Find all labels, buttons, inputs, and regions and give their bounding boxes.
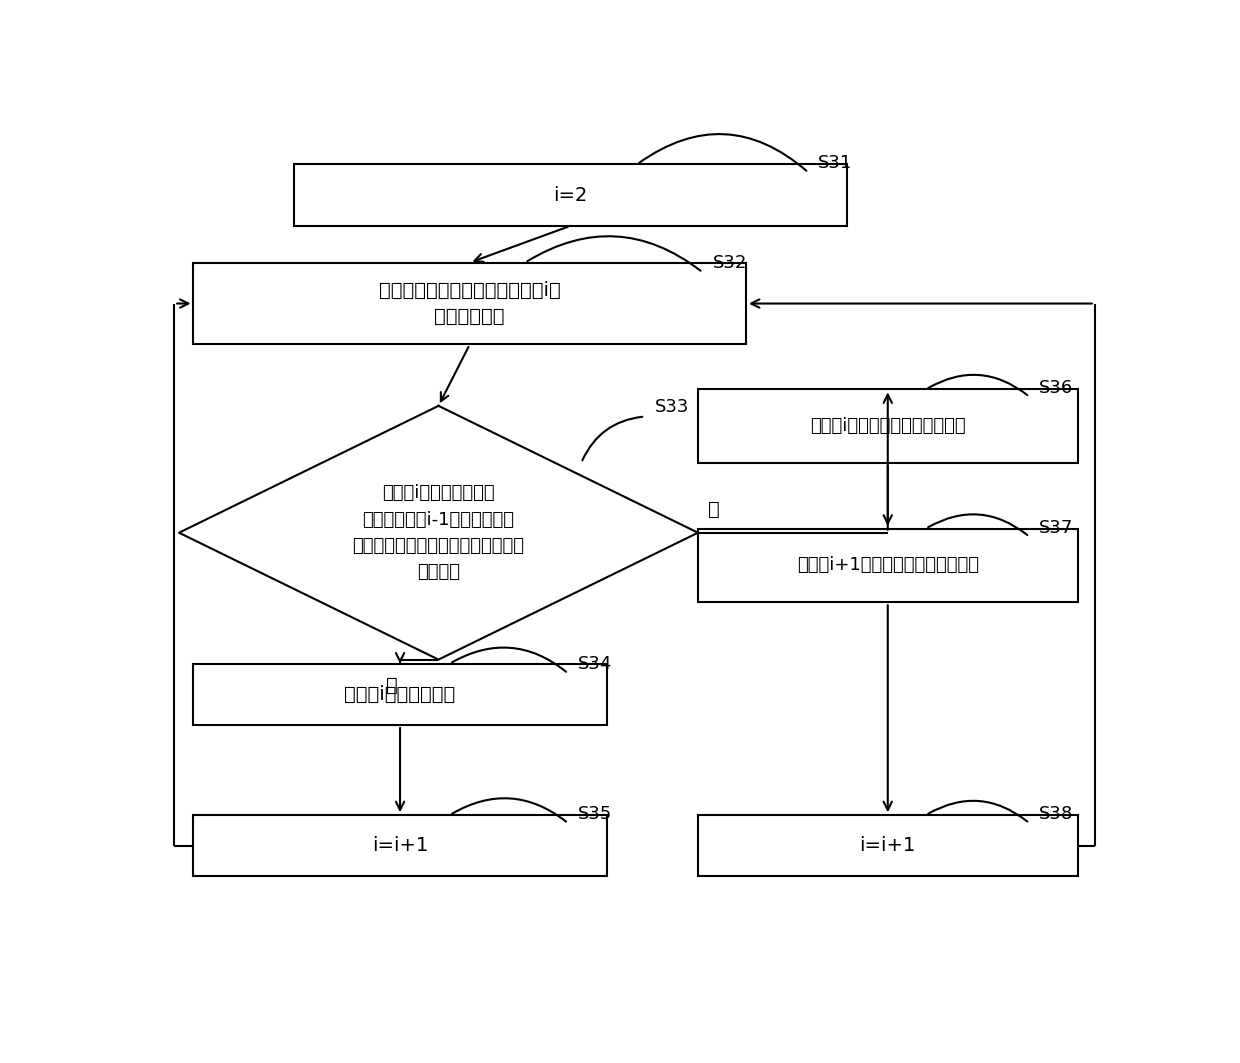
Bar	[698, 389, 1078, 463]
Bar	[698, 815, 1078, 877]
Text: S34: S34	[578, 656, 613, 674]
Text: 是: 是	[386, 676, 397, 695]
Text: S37: S37	[1039, 519, 1074, 537]
Text: 判断第i个分冻结数据的
读取时间与第i-1个分冻结数据
的读取时间的时间间隔是否与预设周
期相匹配: 判断第i个分冻结数据的 读取时间与第i-1个分冻结数据 的读取时间的时间间隔是否…	[352, 484, 525, 581]
Text: 存储第i个分冻结数据和读表时间: 存储第i个分冻结数据和读表时间	[810, 418, 966, 436]
Bar	[193, 815, 606, 877]
Text: i=2: i=2	[553, 186, 588, 204]
Text: S33: S33	[655, 399, 689, 417]
Text: 存储第i+1个分冻结数据和读取时间: 存储第i+1个分冻结数据和读取时间	[797, 556, 978, 574]
Text: S38: S38	[1039, 805, 1074, 823]
Text: i=i+1: i=i+1	[859, 837, 916, 856]
Text: S36: S36	[1039, 378, 1074, 396]
Text: S35: S35	[578, 805, 613, 823]
Text: 否: 否	[708, 500, 719, 519]
Text: i=i+1: i=i+1	[372, 837, 428, 856]
Bar	[193, 663, 606, 725]
Text: 存储第i个分冻结数据: 存储第i个分冻结数据	[345, 685, 455, 704]
Polygon shape	[179, 406, 698, 659]
Bar	[193, 263, 746, 344]
Text: S32: S32	[712, 254, 746, 272]
Text: 按照预设周期，读取该方案的第i个
分冻读取时间: 按照预设周期，读取该方案的第i个 分冻读取时间	[379, 281, 560, 326]
Text: S31: S31	[818, 154, 852, 172]
Bar	[698, 528, 1078, 603]
Bar	[294, 165, 847, 225]
